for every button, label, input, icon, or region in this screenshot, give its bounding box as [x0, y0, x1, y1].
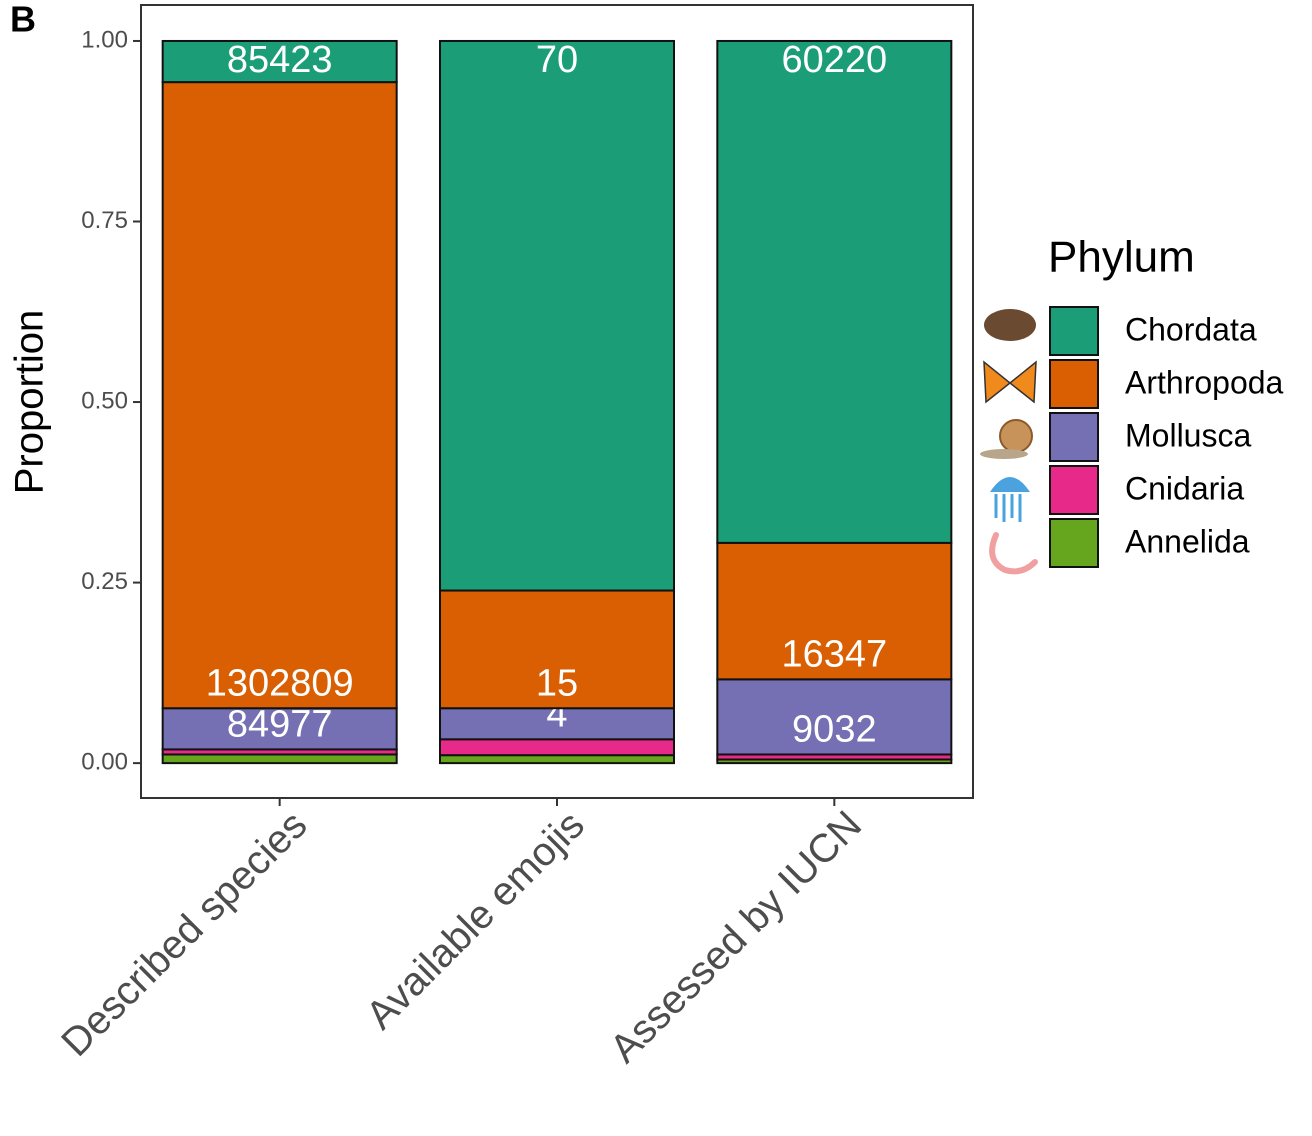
legend-label: Arthropoda: [1125, 364, 1284, 400]
legend-key: [1049, 465, 1099, 515]
bar-segment: [161, 753, 398, 765]
x-tick-label: Available emojis: [358, 803, 593, 1038]
legend-key: [1049, 412, 1099, 462]
legend-label: Annelida: [1125, 523, 1250, 559]
bar-segment: [439, 589, 675, 710]
count-label: 85423: [227, 39, 333, 81]
legend-label: Mollusca: [1125, 417, 1251, 453]
y-tick-label: 0.00: [81, 748, 128, 775]
bar-segment: [716, 678, 953, 756]
bar-segment: [161, 81, 398, 710]
bar-segment: [439, 707, 675, 741]
legend-key: [1049, 306, 1099, 356]
panel-label: B: [10, 0, 36, 40]
y-tick-label: 0.25: [81, 568, 128, 595]
bar-segment: [439, 738, 675, 757]
count-label: 70: [536, 39, 578, 81]
legend-label: Chordata: [1125, 311, 1257, 347]
bar-segment: [439, 754, 675, 765]
bar-segment: [161, 39, 398, 84]
bar-segment: [161, 707, 398, 751]
y-tick-label: 1.00: [81, 26, 128, 53]
y-tick-label: 0.50: [81, 387, 128, 414]
legend-title: Phylum: [1048, 233, 1195, 282]
legend-label: Cnidaria: [1125, 470, 1244, 506]
count-label: 9032: [792, 708, 877, 750]
legend-key: [1049, 359, 1099, 409]
y-tick-label: 0.75: [81, 207, 128, 234]
x-tick-label: Assessed by IUCN: [602, 803, 870, 1071]
y-axis-title: Proportion: [8, 310, 52, 495]
x-tick-label: Described species: [53, 803, 315, 1065]
count-label: 84977: [227, 703, 333, 745]
legend-key: [1049, 518, 1099, 568]
bar-segment: [716, 39, 953, 544]
count-label: 1302809: [206, 662, 354, 704]
bar-segment: [716, 541, 953, 681]
bar-segment: [439, 39, 675, 592]
count-label: 15: [536, 662, 578, 704]
count-label: 60220: [781, 39, 887, 81]
legend-icons: [980, 309, 1038, 575]
count-label: 16347: [781, 633, 887, 675]
